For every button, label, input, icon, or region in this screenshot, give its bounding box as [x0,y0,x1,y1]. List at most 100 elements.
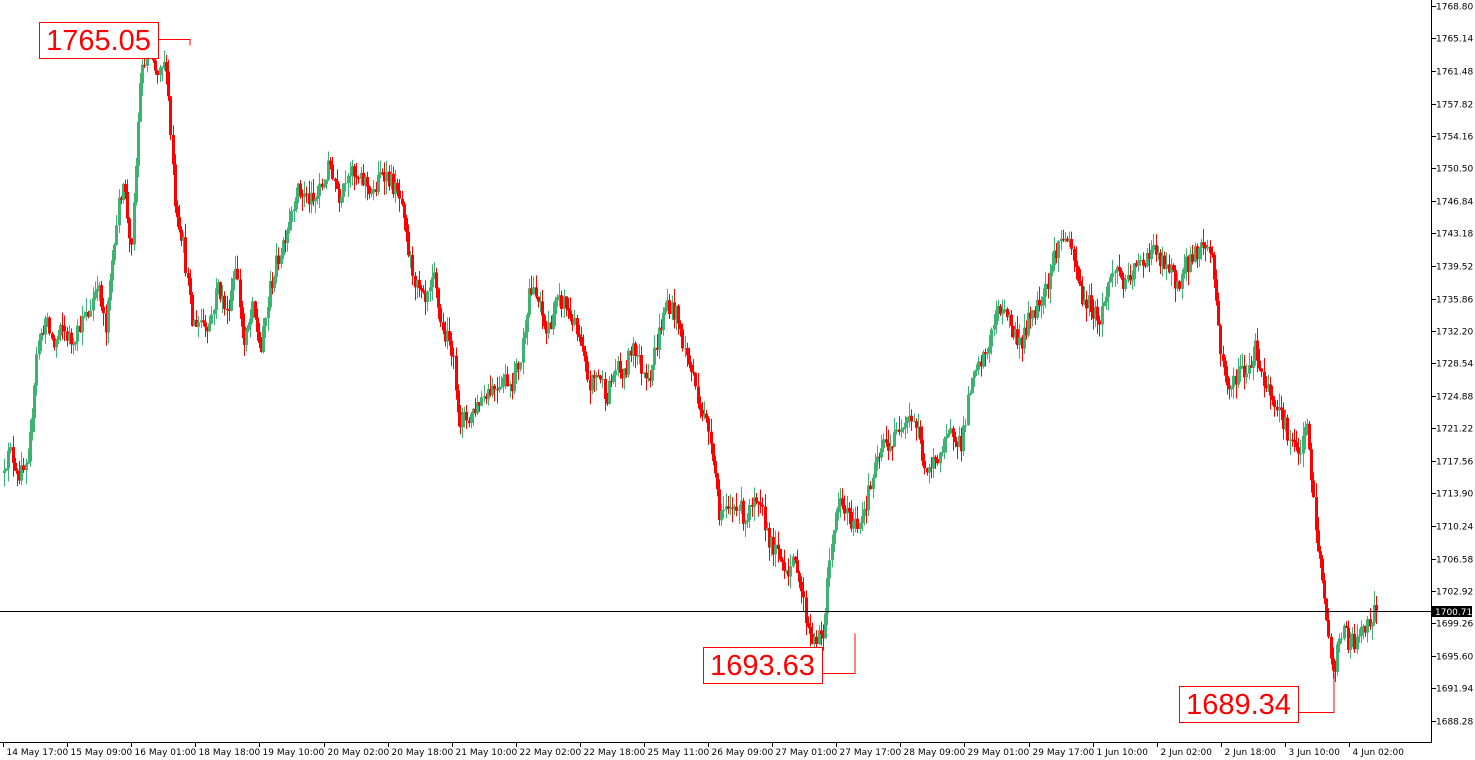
candle-body [1271,395,1274,401]
candle-body [1142,259,1145,266]
y-tick-label: 1702.92 [1436,588,1473,598]
candle-body [176,206,179,218]
candlestick-series [3,35,1378,682]
candle-body [502,377,505,387]
candle-body [701,409,704,417]
candle-body [368,186,371,195]
candle-body [439,307,442,323]
candle-body [476,402,479,414]
candle-body [841,498,844,505]
candle-body [1116,266,1119,272]
candle-body [560,295,563,309]
candle-body [688,355,691,365]
candle-body [567,307,570,311]
price-callouts: 1765.05 1693.63 1689.34 [39,22,1335,723]
candle-body [668,300,671,315]
candle-body [390,173,393,187]
candle-body [898,429,901,433]
candle-body [360,172,363,179]
candle-body [29,432,32,462]
candle-body [1315,497,1318,531]
candle-body [742,500,745,525]
candle-body [40,333,43,341]
candle-body [1172,264,1175,270]
candle-body [1165,264,1168,269]
candle-body [1109,277,1112,283]
candle-body [850,511,853,529]
candle-body [130,238,133,245]
candle-body [699,403,702,410]
candle-body [1237,369,1240,385]
candle-body [947,433,950,437]
candle-body [468,420,471,424]
candle-body [783,562,786,571]
candle-body [882,439,885,449]
candle-body [768,527,771,548]
candle-body [1206,246,1209,249]
candle-body [1038,299,1041,306]
candle-body [802,591,805,598]
candle-body [1070,239,1073,249]
x-tick-label: 21 May 10:00 [456,748,518,758]
candle-body [984,352,987,354]
candle-body [385,171,388,182]
candle-body [318,183,321,196]
y-axis-ticks: 1768.80 1765.14 1761.48 1757.82 1754.16 1750.… [1431,3,1473,728]
candle-body [887,442,890,451]
candle-body [72,344,75,346]
candle-body [593,375,596,379]
candle-body [450,340,453,356]
x-tick-label: 29 May 17:00 [1033,748,1095,758]
candle-body [191,294,194,326]
candle-body [14,462,17,471]
candle-body [712,443,715,462]
candle-body [1010,314,1013,326]
candle-body [1073,248,1076,261]
candle-body [578,334,581,337]
candle-body [500,386,503,388]
y-tick-label: 1706.58 [1436,556,1473,566]
candle-body [610,380,613,383]
candle-body [878,456,881,458]
candle-body [517,363,520,370]
callout-leader-line [822,633,856,674]
candle-body [867,485,870,511]
y-tick-label: 1691.94 [1436,685,1473,695]
x-tick-label: 27 May 17:00 [840,748,902,758]
candle-body [1364,626,1367,633]
candle-body [759,502,762,505]
candle-body [1155,245,1158,255]
candle-body [504,374,507,378]
candle-body [1235,375,1238,385]
candle-body [1338,638,1341,645]
candle-body [973,371,976,378]
x-tick-label: 3 Jun 10:00 [1289,748,1341,758]
candle-body [105,313,108,333]
candle-body [1018,337,1021,346]
candle-body [1088,295,1091,309]
candle-body [310,192,313,205]
candle-body [1176,281,1179,289]
x-tick-label: 18 May 18:00 [199,748,261,758]
candle-body [295,197,298,210]
current-price-label: 1700.71 [1435,608,1472,618]
candle-body [1289,439,1292,441]
candle-body [98,285,101,289]
candle-body [781,559,784,563]
candle-body [1215,279,1218,301]
candle-body [1051,265,1054,273]
candle-body [1081,285,1084,305]
candle-body [753,497,756,507]
candle-body [571,318,574,325]
candle-body [811,633,814,644]
candle-body [1375,605,1378,611]
candle-body [1282,409,1285,430]
candle-body [1008,314,1011,318]
candle-body [267,307,270,319]
candle-body [193,320,196,326]
candle-body [407,231,410,256]
candle-body [686,348,689,356]
candle-body [919,426,922,440]
candle-body [785,570,788,572]
candle-body [46,317,49,319]
